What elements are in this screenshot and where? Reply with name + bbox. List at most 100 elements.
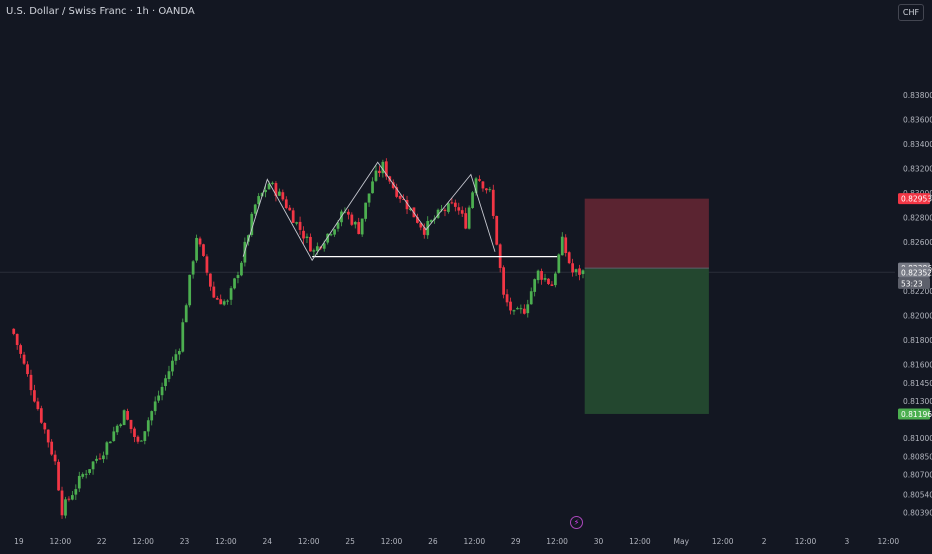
candle-body	[533, 279, 537, 292]
candle-body	[347, 211, 350, 215]
candle-body	[540, 271, 543, 280]
candle-body	[343, 211, 347, 213]
candle-body	[98, 458, 102, 460]
candle-body	[64, 499, 67, 516]
x-tick-label: May	[674, 537, 690, 546]
y-tick-label: 0.82600	[903, 238, 932, 247]
candle-body	[26, 364, 29, 375]
candle-body	[15, 333, 19, 345]
y-tick-label: 0.80850	[903, 452, 932, 461]
price-badge	[898, 408, 930, 420]
x-tick-label: 23	[180, 537, 190, 546]
x-tick-label: 12:00	[215, 537, 237, 546]
x-tick-label: 25	[345, 537, 355, 546]
candle-body	[315, 246, 319, 251]
candle-body	[447, 203, 450, 212]
y-tick-label: 0.81800	[903, 336, 932, 345]
candle-body	[429, 220, 433, 222]
candle-body	[53, 454, 57, 462]
candle-body	[43, 423, 47, 430]
candle-body	[488, 189, 492, 191]
candle-body	[209, 273, 212, 287]
candle-body	[543, 278, 547, 280]
candle-body	[384, 161, 388, 177]
candle-body	[195, 237, 198, 261]
candle-body	[560, 236, 564, 256]
candle-body	[77, 475, 81, 489]
y-tick-label: 0.81000	[903, 434, 932, 443]
stop-loss-zone	[584, 198, 709, 269]
candle-body	[74, 489, 78, 495]
candle-body	[519, 308, 523, 310]
candle-body	[567, 252, 571, 264]
candle-body	[336, 222, 340, 229]
lightning-icon[interactable]: ⚡	[570, 516, 583, 529]
candle-body	[405, 199, 409, 210]
candle-body	[191, 261, 195, 275]
candle-body	[353, 221, 357, 225]
candle-body	[554, 273, 557, 286]
currency-button[interactable]: CHF	[898, 4, 924, 21]
candle-body	[312, 250, 316, 252]
candle-body	[502, 267, 505, 295]
candle-body	[416, 217, 419, 223]
candle-body	[360, 218, 364, 235]
x-tick-label: 30	[594, 537, 604, 546]
price-badge	[898, 277, 930, 289]
y-tick-label: 0.83200	[903, 164, 932, 173]
candle-body	[129, 419, 133, 430]
candle-body	[240, 262, 243, 276]
candle-body	[288, 207, 292, 211]
candle-body	[309, 236, 312, 252]
candle-body	[457, 207, 461, 211]
candle-body	[95, 458, 98, 461]
candle-body	[164, 378, 167, 387]
candle-body	[326, 233, 330, 243]
candle-body	[50, 441, 54, 455]
candle-body	[46, 429, 50, 443]
y-tick-label: 0.82800	[903, 213, 932, 222]
candle-body	[250, 213, 254, 235]
candle-body	[198, 238, 202, 245]
y-tick-label: 0.82000	[903, 311, 932, 320]
x-tick-label: 12:00	[877, 537, 899, 546]
symbol-title: U.S. Dollar / Swiss Franc · 1h · OANDA	[6, 6, 195, 17]
candle-body	[350, 214, 354, 225]
candle-body	[150, 411, 154, 421]
x-tick-label: 12:00	[712, 537, 734, 546]
candle-body	[422, 227, 426, 235]
price-badge	[898, 266, 930, 278]
y-tick-label: 0.81600	[903, 360, 932, 369]
candle-body	[122, 410, 126, 426]
candle-body	[177, 351, 181, 355]
candle-body	[222, 301, 226, 305]
candle-body	[71, 495, 74, 500]
candle-body	[105, 442, 109, 455]
candle-body	[115, 425, 119, 433]
x-tick-label: 2	[762, 537, 767, 546]
candle-body	[491, 189, 495, 216]
y-tick-label: 0.83400	[903, 140, 932, 149]
candle-body	[284, 199, 288, 208]
candle-body	[233, 278, 236, 289]
y-tick-label: 0.83600	[903, 115, 932, 124]
candle-body	[215, 298, 219, 300]
candle-body	[236, 275, 240, 278]
candle-body	[395, 187, 399, 197]
candle-body	[516, 308, 519, 310]
candle-body	[281, 192, 285, 200]
candle-body	[526, 304, 530, 314]
candle-body	[522, 308, 526, 314]
candle-body	[329, 234, 333, 236]
candle-body	[157, 395, 160, 401]
candle-body	[140, 440, 143, 442]
candle-body	[171, 360, 174, 372]
candle-body	[547, 278, 550, 285]
candle-body	[174, 354, 178, 361]
candle-body	[112, 431, 116, 442]
candle-body	[57, 461, 60, 491]
candle-body	[536, 270, 540, 281]
candle-body	[205, 256, 209, 273]
